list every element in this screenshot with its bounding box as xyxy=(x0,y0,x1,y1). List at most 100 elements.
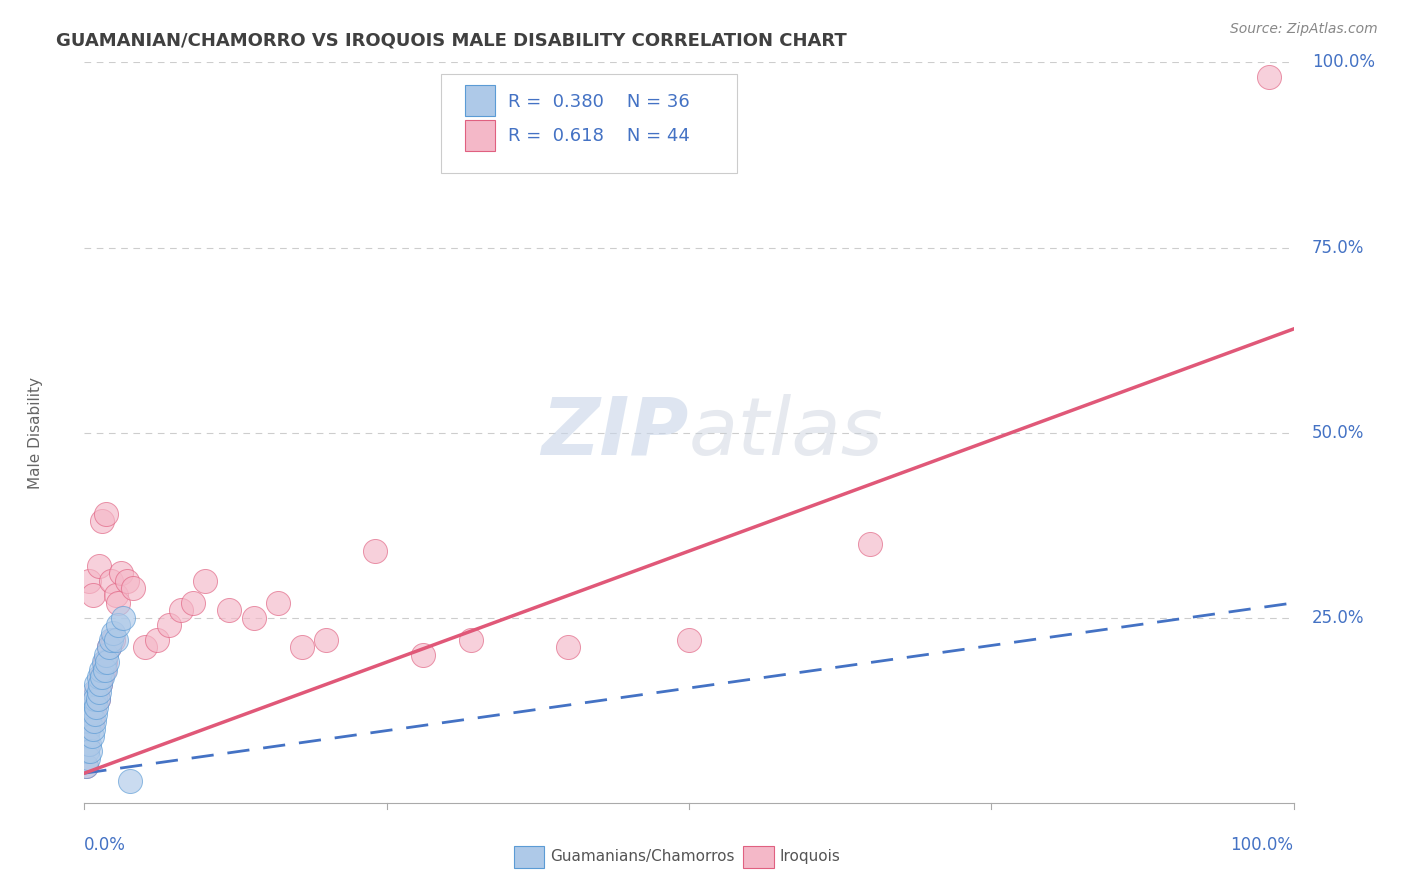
Point xyxy=(94,655,117,669)
Point xyxy=(194,574,217,588)
Text: R =  0.618    N = 44: R = 0.618 N = 44 xyxy=(508,128,689,145)
Point xyxy=(75,758,97,772)
FancyBboxPatch shape xyxy=(465,86,495,117)
Point xyxy=(83,685,105,699)
Point xyxy=(77,722,100,736)
Point xyxy=(77,737,100,751)
Point xyxy=(79,706,101,721)
Point xyxy=(93,655,115,669)
Text: R =  0.380    N = 36: R = 0.380 N = 36 xyxy=(508,93,689,111)
Point xyxy=(86,677,108,691)
Text: 100.0%: 100.0% xyxy=(1230,836,1294,855)
Point xyxy=(91,515,114,529)
Point xyxy=(291,640,314,655)
Point xyxy=(134,640,156,655)
Point xyxy=(80,699,103,714)
FancyBboxPatch shape xyxy=(744,846,773,868)
Point xyxy=(83,699,105,714)
Point xyxy=(82,589,104,603)
Point xyxy=(107,618,129,632)
Point xyxy=(412,648,434,662)
Text: GUAMANIAN/CHAMORRO VS IROQUOIS MALE DISABILITY CORRELATION CHART: GUAMANIAN/CHAMORRO VS IROQUOIS MALE DISA… xyxy=(56,31,846,49)
Point xyxy=(82,692,104,706)
Point xyxy=(83,714,105,729)
Point xyxy=(86,692,108,706)
Point xyxy=(242,610,264,624)
Point xyxy=(267,596,290,610)
Point xyxy=(97,640,120,655)
Point xyxy=(76,729,98,743)
Point xyxy=(181,596,204,610)
Point xyxy=(100,574,122,588)
Point xyxy=(104,589,127,603)
Point xyxy=(86,692,108,706)
Point xyxy=(315,632,337,647)
Point xyxy=(77,751,100,765)
Point xyxy=(678,632,700,647)
Point xyxy=(76,737,98,751)
FancyBboxPatch shape xyxy=(441,73,737,173)
Point xyxy=(859,536,882,550)
Point xyxy=(84,706,107,721)
Point xyxy=(87,670,110,684)
Text: Male Disability: Male Disability xyxy=(28,376,44,489)
Point xyxy=(80,729,103,743)
Point xyxy=(218,603,240,617)
Point xyxy=(170,603,193,617)
Point xyxy=(86,699,108,714)
Text: Source: ZipAtlas.com: Source: ZipAtlas.com xyxy=(1230,22,1378,37)
Point xyxy=(87,558,110,573)
Point xyxy=(100,632,122,647)
Point xyxy=(94,663,117,677)
Text: ZIP: ZIP xyxy=(541,393,689,472)
Point xyxy=(557,640,579,655)
Point xyxy=(1258,70,1281,85)
Point xyxy=(94,507,117,521)
Point xyxy=(82,722,104,736)
Point xyxy=(104,632,127,647)
Point xyxy=(84,692,107,706)
Point xyxy=(89,677,111,691)
Point xyxy=(110,566,132,581)
Point xyxy=(76,744,98,758)
Point xyxy=(77,722,100,736)
Point xyxy=(96,655,118,669)
Point xyxy=(94,648,117,662)
Point xyxy=(79,706,101,721)
Point xyxy=(120,773,142,788)
Point xyxy=(84,692,107,706)
FancyBboxPatch shape xyxy=(513,846,544,868)
Point xyxy=(112,610,135,624)
Text: 100.0%: 100.0% xyxy=(1312,54,1375,71)
Text: 25.0%: 25.0% xyxy=(1312,608,1364,627)
Point xyxy=(121,581,143,595)
Point xyxy=(91,670,114,684)
FancyBboxPatch shape xyxy=(465,120,495,152)
Point xyxy=(80,714,103,729)
Point xyxy=(75,758,97,772)
Point xyxy=(79,744,101,758)
Point xyxy=(86,685,108,699)
Point xyxy=(157,618,180,632)
Text: Guamanians/Chamorros: Guamanians/Chamorros xyxy=(550,849,734,864)
Text: atlas: atlas xyxy=(689,393,884,472)
Point xyxy=(97,640,120,655)
Point xyxy=(115,574,138,588)
Text: Iroquois: Iroquois xyxy=(780,849,841,864)
Point xyxy=(77,714,100,729)
Point xyxy=(90,670,112,684)
Text: 50.0%: 50.0% xyxy=(1312,424,1364,442)
Point xyxy=(87,685,110,699)
Point xyxy=(103,625,125,640)
Point xyxy=(90,663,112,677)
Text: 0.0%: 0.0% xyxy=(84,836,127,855)
Point xyxy=(93,663,115,677)
Point xyxy=(103,632,125,647)
Point xyxy=(89,677,111,691)
Text: 75.0%: 75.0% xyxy=(1312,238,1364,257)
Point xyxy=(77,574,100,588)
Point xyxy=(363,544,385,558)
Point xyxy=(460,632,482,647)
Point xyxy=(146,632,169,647)
Point xyxy=(107,596,129,610)
